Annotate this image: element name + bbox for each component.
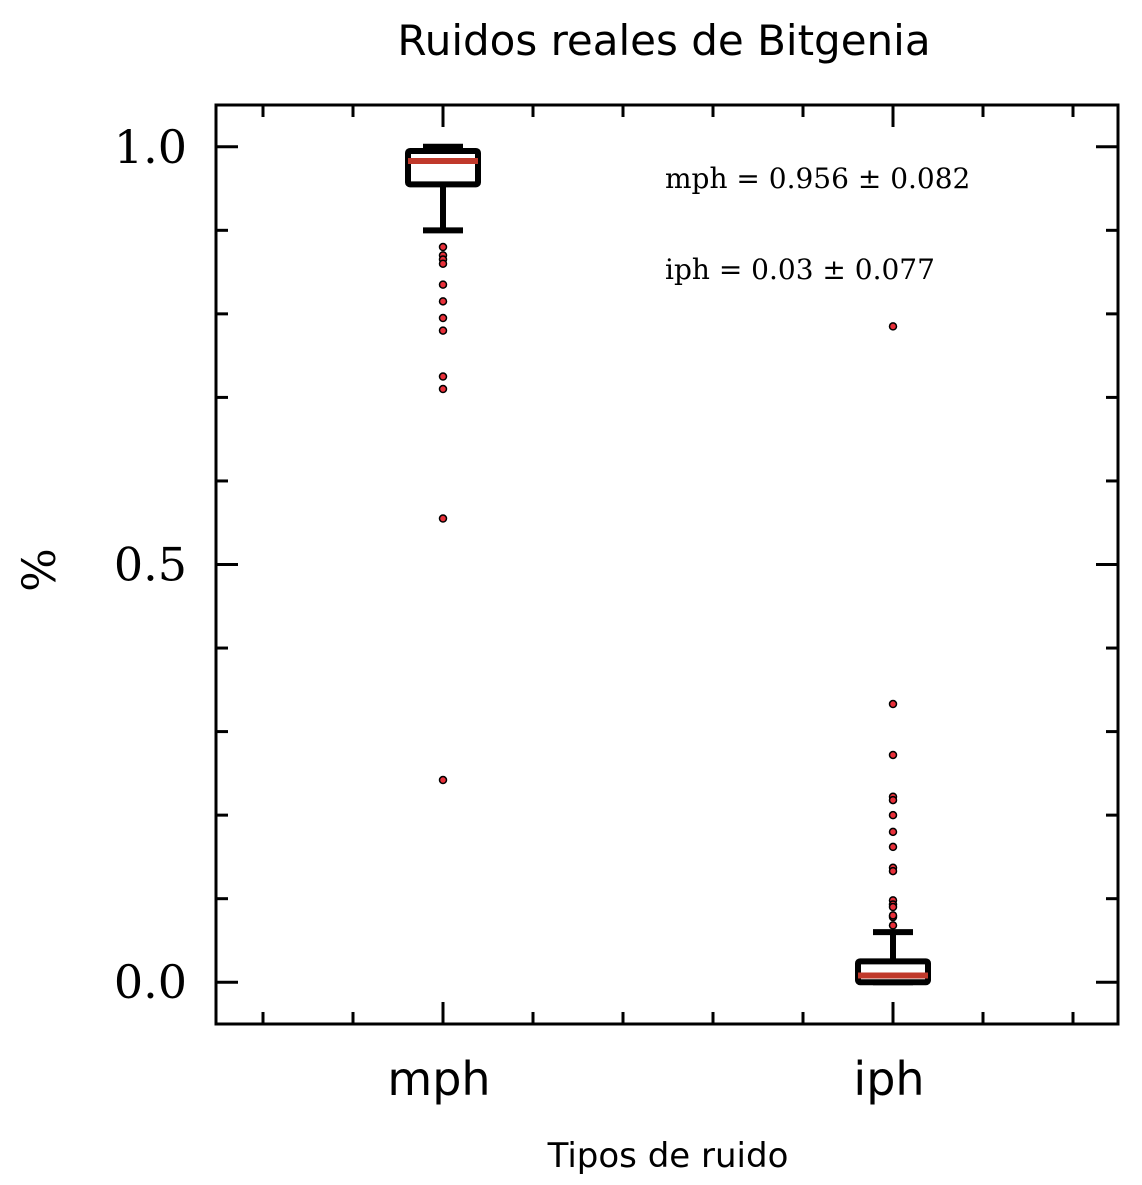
outlier-point <box>438 297 448 306</box>
outlier-point <box>888 921 898 930</box>
outlier-point <box>888 911 898 920</box>
box-iph <box>855 322 931 986</box>
annotation-iph: iph = 0.03 ± 0.077 <box>665 253 935 286</box>
x-tick-label-iph: iph <box>853 1052 924 1106</box>
outlier-point <box>888 699 898 709</box>
outlier-point <box>888 902 898 912</box>
outlier-point <box>438 242 448 252</box>
y-axis: 0.0 0.5 1.0 <box>114 120 1118 1009</box>
iqr-box <box>855 958 931 986</box>
outlier-point <box>888 827 898 837</box>
x-tick-label-mph: mph <box>387 1052 490 1106</box>
box-mph <box>405 143 481 785</box>
plot-area <box>405 143 931 986</box>
chart-title: Ruidos reales de Bitgenia <box>397 16 930 65</box>
outlier-point <box>438 259 448 268</box>
outlier-point <box>438 313 448 323</box>
outlier-point <box>888 795 898 805</box>
outlier-point <box>438 514 448 523</box>
outlier-point <box>438 384 448 394</box>
outlier-point <box>888 842 898 852</box>
outlier-point <box>888 322 898 331</box>
y-tick-label: 0.5 <box>114 538 187 592</box>
outlier-point <box>888 810 898 820</box>
x-axis: mph iph <box>261 105 1075 1106</box>
outlier-point <box>438 372 448 381</box>
plot-frame <box>214 103 1120 1026</box>
y-tick-label: 1.0 <box>114 120 187 174</box>
y-tick-label: 0.0 <box>114 955 187 1009</box>
iqr-box <box>405 147 481 188</box>
outlier-point <box>888 866 898 876</box>
x-axis-label: Tipos de ruido <box>547 1136 789 1176</box>
y-axis-label: % <box>12 548 66 592</box>
outlier-point <box>438 775 448 785</box>
outlier-point <box>438 280 448 289</box>
outlier-point <box>438 326 448 335</box>
outlier-point <box>888 750 898 760</box>
annotation-mph: mph = 0.956 ± 0.082 <box>665 162 970 195</box>
